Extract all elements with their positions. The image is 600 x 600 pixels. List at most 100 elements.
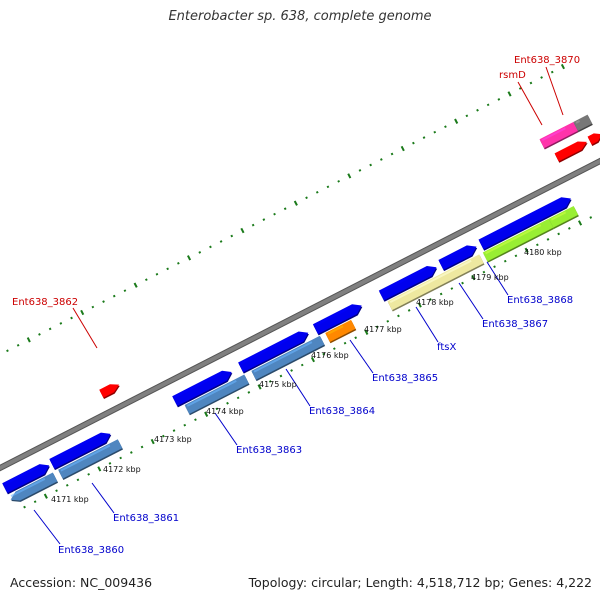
callout-reverse-1-leader	[33, 509, 61, 545]
forward-tick	[133, 282, 138, 288]
kbp-label: 4178 kbp	[416, 298, 454, 307]
reverse-gene-7	[482, 218, 554, 263]
forward-tick	[273, 212, 276, 216]
reverse-gene-7-body	[482, 218, 554, 262]
forward-gene-ent638-3862-highlight	[101, 386, 110, 392]
callout-reverse-8-leader	[486, 261, 509, 296]
cds-arrow-2-body	[49, 432, 111, 469]
callout-reverse-6-label: ftsX	[437, 342, 456, 353]
callout-reverse-7-label: Ent638_3867	[482, 319, 548, 330]
reverse-gene-5-highlight	[327, 325, 344, 335]
reverse-tick	[279, 374, 283, 378]
reverse-tick	[364, 329, 369, 335]
reverse-tick	[87, 473, 90, 476]
callout-ent638-3862-leader	[72, 307, 98, 349]
reverse-tick	[162, 434, 165, 438]
kbp-tick-labels: 4171 kbp 4172 kbp 4173 kbp 4174 kbp 4175 kbp…	[51, 248, 562, 504]
kbp-label: 4172 kbp	[103, 465, 141, 474]
forward-gene-rsmd-highlight	[541, 127, 566, 142]
reverse-tick	[397, 314, 400, 318]
forward-tick	[305, 196, 308, 200]
reverse-tick	[247, 391, 251, 394]
reverse-tick	[65, 483, 69, 487]
forward-tick	[497, 98, 501, 101]
cds-arrow-1-body	[2, 464, 50, 493]
forward-tick	[422, 136, 426, 139]
cds-arrow-8-body	[478, 197, 571, 250]
forward-tick	[283, 207, 287, 211]
cds-arrow-4	[238, 331, 309, 374]
callout-ent638-3870-leader	[545, 66, 564, 116]
forward-gene-red-2	[587, 133, 600, 146]
kbp-label: 4179 kbp	[471, 273, 509, 282]
forward-tick	[465, 114, 469, 118]
reverse-gene-6-highlight	[389, 259, 472, 304]
cds-arrow-8	[478, 197, 572, 251]
reverse-tick-ruler	[23, 216, 593, 509]
forward-gene-ent638-3870-body	[573, 114, 593, 131]
reverse-tick	[150, 438, 155, 445]
callout-reverse-1-label: Ent638_3860	[58, 545, 124, 556]
reverse-tick	[471, 274, 476, 281]
reverse-tick	[43, 493, 48, 499]
forward-tick	[507, 91, 512, 97]
forward-tick	[347, 173, 352, 179]
forward-tick	[198, 251, 202, 254]
forward-tick	[155, 272, 159, 276]
callout-ent638-3862-label: Ent638_3862	[12, 297, 78, 308]
callout-reverse-5-label: Ent638_3865	[372, 373, 438, 384]
callout-reverse-6-leader	[415, 306, 439, 343]
forward-tick	[337, 180, 340, 183]
reverse-tick	[578, 220, 583, 226]
forward-tick	[444, 125, 447, 129]
forward-tick	[390, 152, 394, 156]
forward-gene-red-2-highlight	[589, 135, 594, 139]
forward-tick	[59, 322, 63, 325]
reverse-tick	[524, 247, 529, 253]
reverse-tick	[140, 445, 144, 449]
reverse-gene-6	[387, 254, 485, 312]
forward-tick	[476, 108, 479, 112]
forward-tick	[209, 245, 212, 249]
reverse-tick	[172, 429, 176, 432]
cds-arrow-7	[438, 245, 478, 272]
cds-arrow-3	[172, 370, 233, 408]
forward-tick	[518, 87, 522, 90]
reverse-tick	[493, 265, 496, 269]
reverse-tick	[268, 380, 272, 383]
reverse-tick	[322, 352, 325, 356]
reverse-gene-3-body	[184, 374, 249, 414]
forward-tick	[358, 169, 362, 172]
kbp-label: 4177 kbp	[364, 325, 402, 334]
reverse-tick	[439, 292, 443, 296]
reverse-tick	[119, 456, 122, 460]
reverse-tick	[76, 478, 80, 482]
reverse-gene-4-body	[251, 335, 325, 380]
forward-tick	[48, 327, 52, 331]
reverse-tick	[257, 384, 262, 390]
kbp-label: 4175 kbp	[259, 380, 297, 389]
forward-tick	[560, 63, 565, 70]
reverse-gene-6-body	[387, 254, 484, 311]
reverse-gene-1-highlight	[10, 477, 46, 498]
forward-gene-red-1	[554, 141, 588, 163]
callout-ent638-3870-label: Ent638_3870	[514, 55, 580, 66]
reverse-tick	[204, 411, 209, 417]
reverse-tick	[536, 243, 539, 247]
reverse-tick	[568, 227, 571, 230]
reverse-tick	[429, 298, 432, 301]
reverse-tick	[300, 363, 304, 367]
forward-tick	[400, 145, 405, 152]
reverse-tick	[55, 489, 58, 493]
callout-rsmd-leader	[517, 81, 543, 126]
forward-tick	[315, 190, 319, 194]
reverse-gene-8-body	[548, 205, 579, 228]
forward-tick	[486, 103, 490, 107]
reverse-tick	[417, 302, 422, 308]
cds-arrow-6-body	[378, 266, 437, 301]
reverse-tick	[333, 347, 336, 350]
kbp-label: 4176 kbp	[311, 351, 349, 360]
kbp-label: 4171 kbp	[51, 495, 89, 504]
forward-tick	[102, 300, 105, 303]
